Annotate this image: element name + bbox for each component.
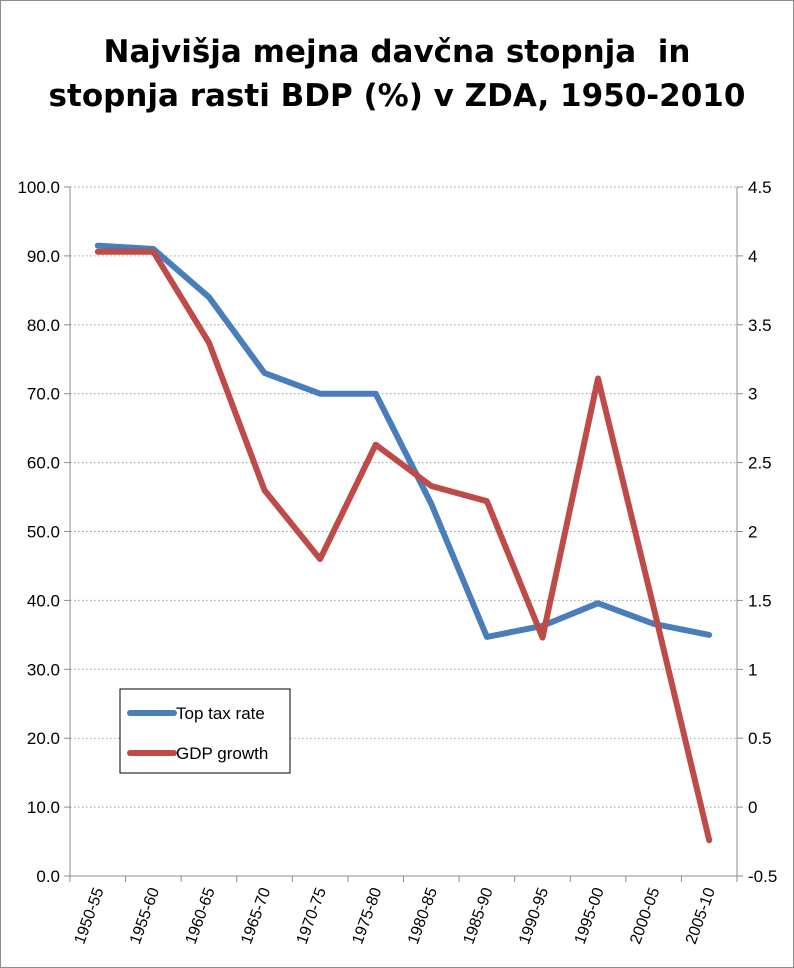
left-axis-tick-label: 0.0 bbox=[36, 867, 60, 886]
chart-title: Najvišja mejna davčna stopnja in stopnja… bbox=[0, 30, 794, 118]
chart-title-line-1: Najvišja mejna davčna stopnja in bbox=[103, 34, 691, 70]
x-axis-tick-label: 1970-75 bbox=[294, 885, 330, 946]
left-axis-tick-label: 90.0 bbox=[27, 247, 60, 266]
chart-title-line-2: stopnja rasti BDP (%) v ZDA, 1950-2010 bbox=[48, 78, 746, 114]
x-axis-tick-label: 1985-90 bbox=[461, 885, 497, 946]
legend-label-top-tax-rate: Top tax rate bbox=[176, 704, 265, 723]
right-axis-tick-label: 4.5 bbox=[748, 178, 772, 197]
x-axis-tick-label: 1980-85 bbox=[405, 885, 441, 946]
left-axis-tick-label: 80.0 bbox=[27, 316, 60, 335]
left-axis-tick-label: 50.0 bbox=[27, 523, 60, 542]
axes: 0.0 10.0 20.0 30.0 40.0 50.0 60.0 70.0 80.0 90.0 1… bbox=[17, 178, 777, 947]
series-line-gdp-growth bbox=[94, 248, 713, 844]
right-axis-tick-label: 2 bbox=[748, 523, 757, 542]
legend: Top tax rate GDP growth bbox=[119, 688, 291, 774]
left-axis-tick-label: 30.0 bbox=[27, 660, 60, 679]
right-axis-tick-label: 1 bbox=[748, 660, 757, 679]
left-axis-tick-label: 10.0 bbox=[27, 798, 60, 817]
left-axis-tick-label: 20.0 bbox=[27, 729, 60, 748]
x-axis-tick-label: 1965-70 bbox=[238, 885, 274, 946]
x-axis-tick-label: 1990-95 bbox=[516, 885, 552, 946]
x-axis-tick-label: 1960-65 bbox=[183, 885, 219, 946]
x-axis-tick-label: 2005-10 bbox=[683, 885, 719, 946]
x-axis-tick-label: 1955-60 bbox=[127, 885, 163, 946]
left-axis-tick-label: 40.0 bbox=[27, 591, 60, 610]
right-axis-tick-label: 2.5 bbox=[748, 454, 772, 473]
right-axis-tick-label: 1.5 bbox=[748, 591, 772, 610]
left-axis-tick-label: 100.0 bbox=[17, 178, 60, 197]
series-line-top-tax-rate bbox=[94, 242, 713, 640]
left-axis-tick-label: 70.0 bbox=[27, 385, 60, 404]
legend-label-gdp-growth: GDP growth bbox=[176, 744, 268, 763]
x-axis-tick-label: 1975-80 bbox=[349, 885, 385, 946]
right-axis-tick-label: 0.5 bbox=[748, 729, 772, 748]
right-axis-tick-label: -0.5 bbox=[748, 867, 777, 886]
left-axis-tick-label: 60.0 bbox=[27, 454, 60, 473]
x-axis-tick-label: 2000-05 bbox=[627, 885, 663, 946]
right-axis-tick-label: 0 bbox=[748, 798, 757, 817]
right-axis-tick-label: 4 bbox=[748, 247, 757, 266]
series-lines bbox=[94, 242, 713, 844]
right-axis-tick-label: 3.5 bbox=[748, 316, 772, 335]
legend-box bbox=[119, 688, 291, 774]
x-axis-tick-label: 1950-55 bbox=[71, 885, 107, 946]
x-axis-tick-label: 1995-00 bbox=[572, 885, 608, 946]
right-axis-tick-label: 3 bbox=[748, 385, 757, 404]
